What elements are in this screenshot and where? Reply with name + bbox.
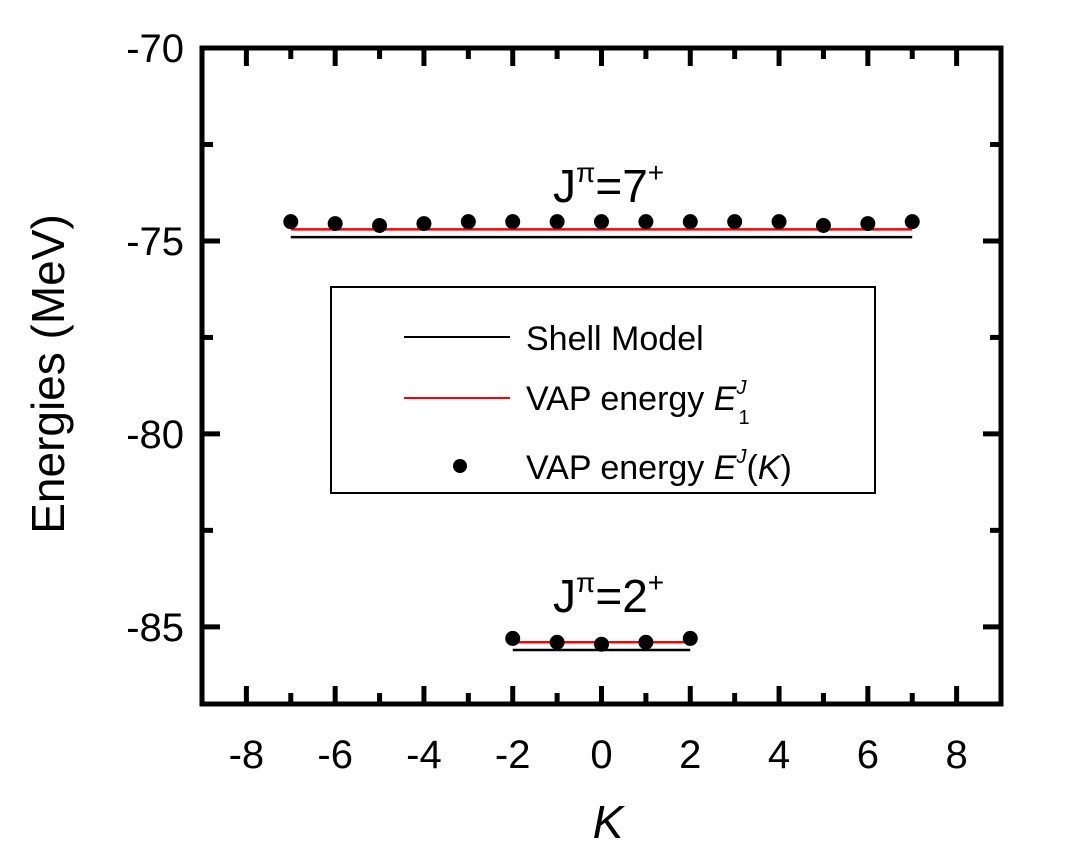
x-tick-label: -8 [229,733,265,777]
x-tick-label: 0 [590,733,612,777]
y-tick-label: -75 [126,220,184,264]
vap-energy-point [771,214,787,230]
series-lines [290,228,913,652]
axis-ticks: -8 -6 -4 -2 0 2 4 6 8 -70 -75 -80 -85 [126,27,1004,777]
vap-energy-point [682,630,698,646]
legend-shell-label: Shell Model [526,320,704,358]
vap-energy-point [682,214,698,230]
legend-box [330,286,876,494]
vap-energy-point [283,214,299,230]
plot-frame [199,45,1004,707]
y-tick-label: -80 [126,413,184,457]
y-tick-label: -70 [126,27,184,71]
vap-energy-point [416,216,432,232]
x-tick-label: 2 [679,733,701,777]
vap-energy-point [904,214,920,230]
vap-energy-point [727,214,743,230]
annotation-j7: Jπ=7+ [553,157,664,212]
x-tick-label: 6 [857,733,879,777]
x-tick-label: 8 [945,733,967,777]
y-tick-label: -85 [126,606,184,650]
x-tick-label: -2 [495,733,531,777]
vap-energy-point [815,218,831,234]
vap-energy-point [505,214,521,230]
vap-energy-point [638,214,654,230]
legend: Shell Model VAP energy EJ 1 VAP energy EJ… [330,286,876,494]
vap-energy-point [594,636,609,652]
vap-energy-point [505,630,521,646]
vap-energy-point [638,634,654,650]
legend-point-marker [453,459,467,473]
vap-energy-point [860,216,876,232]
x-tick-label: -6 [317,733,353,777]
vap-energy-point [594,214,609,230]
vap-energy-point [327,216,343,232]
legend-vap-points-label: VAP energy EJ(K) [526,446,792,487]
legend-vap-line-label: VAP energy EJ 1 [526,377,750,429]
data-points [283,214,920,652]
x-tick-label: 4 [768,733,790,777]
annotation-j2: Jπ=2+ [553,567,664,622]
vap-energy-point [549,214,565,230]
x-tick-label: -4 [406,733,442,777]
x-axis-label: K [593,796,626,848]
vap-energy-point [549,634,565,650]
y-axis-label: Energies (MeV) [22,214,74,534]
vap-energy-point [372,218,388,234]
vap-energy-point [460,214,476,230]
